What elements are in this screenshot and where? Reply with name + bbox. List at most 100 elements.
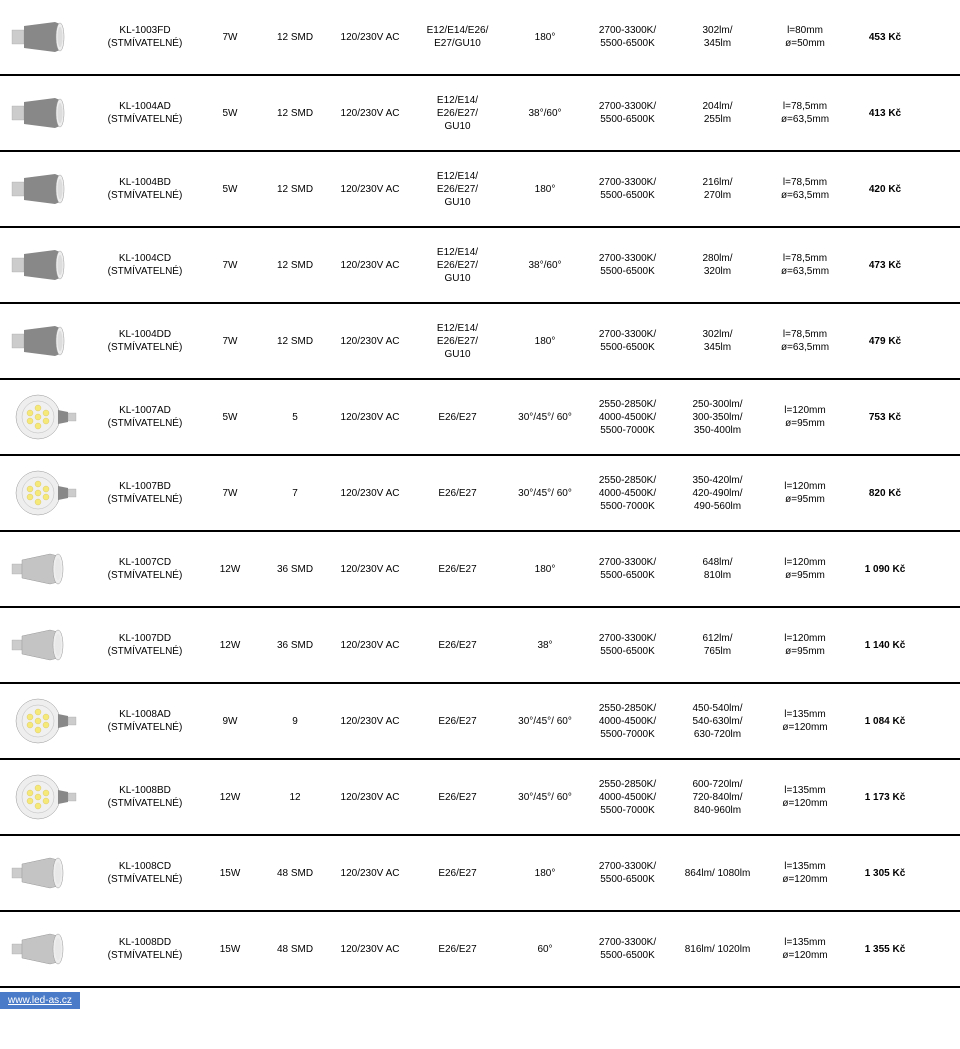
voltage-value: 120/230V AC: [330, 488, 410, 499]
product-name: KL-1008AD (STMÍVATELNÉ): [90, 706, 200, 736]
lumen-value: 302lm/ 345lm: [670, 24, 765, 50]
dimensions: l=120mm ø=95mm: [765, 556, 845, 582]
color-temp: 2700-3300K/ 5500-6500K: [585, 24, 670, 50]
dimensions: l=80mm ø=50mm: [765, 24, 845, 50]
lumen-value: 350-420lm/ 420-490lm/ 490-560lm: [670, 474, 765, 513]
bulb-icon: [10, 12, 80, 62]
table-row: KL-1004AD (STMÍVATELNÉ)5W12 SMD120/230V …: [0, 76, 960, 152]
beam-angle: 30°/45°/ 60°: [505, 412, 585, 423]
color-temp: 2700-3300K/ 5500-6500K: [585, 632, 670, 658]
voltage-value: 120/230V AC: [330, 260, 410, 271]
price: 453 Kč: [845, 32, 925, 43]
product-name: KL-1003FD (STMÍVATELNÉ): [90, 22, 200, 52]
voltage-value: 120/230V AC: [330, 716, 410, 727]
led-count: 12 SMD: [260, 108, 330, 119]
price: 1 173 Kč: [845, 792, 925, 803]
product-image-cell: [0, 388, 90, 446]
dimensions: l=135mm ø=120mm: [765, 784, 845, 810]
price: 479 Kč: [845, 336, 925, 347]
color-temp: 2700-3300K/ 5500-6500K: [585, 100, 670, 126]
price: 820 Kč: [845, 488, 925, 499]
dimensions: l=120mm ø=95mm: [765, 404, 845, 430]
table-row: KL-1007BD (STMÍVATELNÉ)7W7120/230V ACE26…: [0, 456, 960, 532]
bulb-icon: [10, 316, 80, 366]
socket-value: E26/E27: [410, 867, 505, 880]
led-count: 9: [260, 716, 330, 727]
led-count: 12 SMD: [260, 336, 330, 347]
power-value: 7W: [200, 488, 260, 499]
socket-value: E26/E27: [410, 715, 505, 728]
price: 1 084 Kč: [845, 716, 925, 727]
color-temp: 2700-3300K/ 5500-6500K: [585, 252, 670, 278]
beam-angle: 38°/60°: [505, 260, 585, 271]
beam-angle: 30°/45°/ 60°: [505, 488, 585, 499]
bulb-icon: [10, 164, 80, 214]
product-name: KL-1007DD (STMÍVATELNÉ): [90, 630, 200, 660]
led-count: 5: [260, 412, 330, 423]
led-count: 48 SMD: [260, 868, 330, 879]
socket-value: E26/E27: [410, 411, 505, 424]
product-image-cell: [0, 768, 90, 826]
power-value: 5W: [200, 412, 260, 423]
voltage-value: 120/230V AC: [330, 108, 410, 119]
table-row: KL-1008BD (STMÍVATELNÉ)12W12120/230V ACE…: [0, 760, 960, 836]
bulb-icon: [10, 240, 80, 290]
table-row: KL-1004CD (STMÍVATELNÉ)7W12 SMD120/230V …: [0, 228, 960, 304]
price: 1 140 Kč: [845, 640, 925, 651]
price: 1 305 Kč: [845, 868, 925, 879]
socket-value: E26/E27: [410, 791, 505, 804]
bulb-icon: [10, 696, 80, 746]
bulb-icon: [10, 392, 80, 442]
led-count: 36 SMD: [260, 564, 330, 575]
color-temp: 2550-2850K/ 4000-4500K/ 5500-7000K: [585, 474, 670, 513]
power-value: 9W: [200, 716, 260, 727]
price: 413 Kč: [845, 108, 925, 119]
color-temp: 2700-3300K/ 5500-6500K: [585, 176, 670, 202]
power-value: 5W: [200, 108, 260, 119]
product-image-cell: [0, 540, 90, 598]
product-image-cell: [0, 160, 90, 218]
socket-value: E12/E14/ E26/E27/ GU10: [410, 170, 505, 209]
power-value: 12W: [200, 564, 260, 575]
socket-value: E26/E27: [410, 639, 505, 652]
lumen-value: 302lm/ 345lm: [670, 328, 765, 354]
voltage-value: 120/230V AC: [330, 412, 410, 423]
lumen-value: 600-720lm/ 720-840lm/ 840-960lm: [670, 778, 765, 817]
voltage-value: 120/230V AC: [330, 792, 410, 803]
power-value: 15W: [200, 944, 260, 955]
price: 473 Kč: [845, 260, 925, 271]
dimensions: l=78,5mm ø=63,5mm: [765, 252, 845, 278]
product-name: KL-1008BD (STMÍVATELNÉ): [90, 782, 200, 812]
table-row: KL-1007CD (STMÍVATELNÉ)12W36 SMD120/230V…: [0, 532, 960, 608]
bulb-icon: [10, 772, 80, 822]
socket-value: E12/E14/E26/ E27/GU10: [410, 24, 505, 50]
color-temp: 2700-3300K/ 5500-6500K: [585, 556, 670, 582]
product-name: KL-1004DD (STMÍVATELNÉ): [90, 326, 200, 356]
color-temp: 2700-3300K/ 5500-6500K: [585, 936, 670, 962]
bulb-icon: [10, 468, 80, 518]
beam-angle: 180°: [505, 32, 585, 43]
product-image-cell: [0, 616, 90, 674]
socket-value: E26/E27: [410, 943, 505, 956]
socket-value: E12/E14/ E26/E27/ GU10: [410, 322, 505, 361]
product-image-cell: [0, 312, 90, 370]
product-image-cell: [0, 8, 90, 66]
product-name: KL-1007AD (STMÍVATELNÉ): [90, 402, 200, 432]
beam-angle: 180°: [505, 564, 585, 575]
product-name: KL-1008DD (STMÍVATELNÉ): [90, 934, 200, 964]
socket-value: E12/E14/ E26/E27/ GU10: [410, 94, 505, 133]
socket-value: E12/E14/ E26/E27/ GU10: [410, 246, 505, 285]
lumen-value: 816lm/ 1020lm: [670, 943, 765, 956]
table-row: KL-1008AD (STMÍVATELNÉ)9W9120/230V ACE26…: [0, 684, 960, 760]
footer-link[interactable]: www.led-as.cz: [0, 992, 80, 1009]
dimensions: l=78,5mm ø=63,5mm: [765, 176, 845, 202]
led-count: 12 SMD: [260, 184, 330, 195]
product-image-cell: [0, 692, 90, 750]
product-image-cell: [0, 844, 90, 902]
beam-angle: 30°/45°/ 60°: [505, 792, 585, 803]
price: 1 355 Kč: [845, 944, 925, 955]
voltage-value: 120/230V AC: [330, 564, 410, 575]
led-count: 7: [260, 488, 330, 499]
bulb-icon: [10, 620, 80, 670]
product-name: KL-1007BD (STMÍVATELNÉ): [90, 478, 200, 508]
